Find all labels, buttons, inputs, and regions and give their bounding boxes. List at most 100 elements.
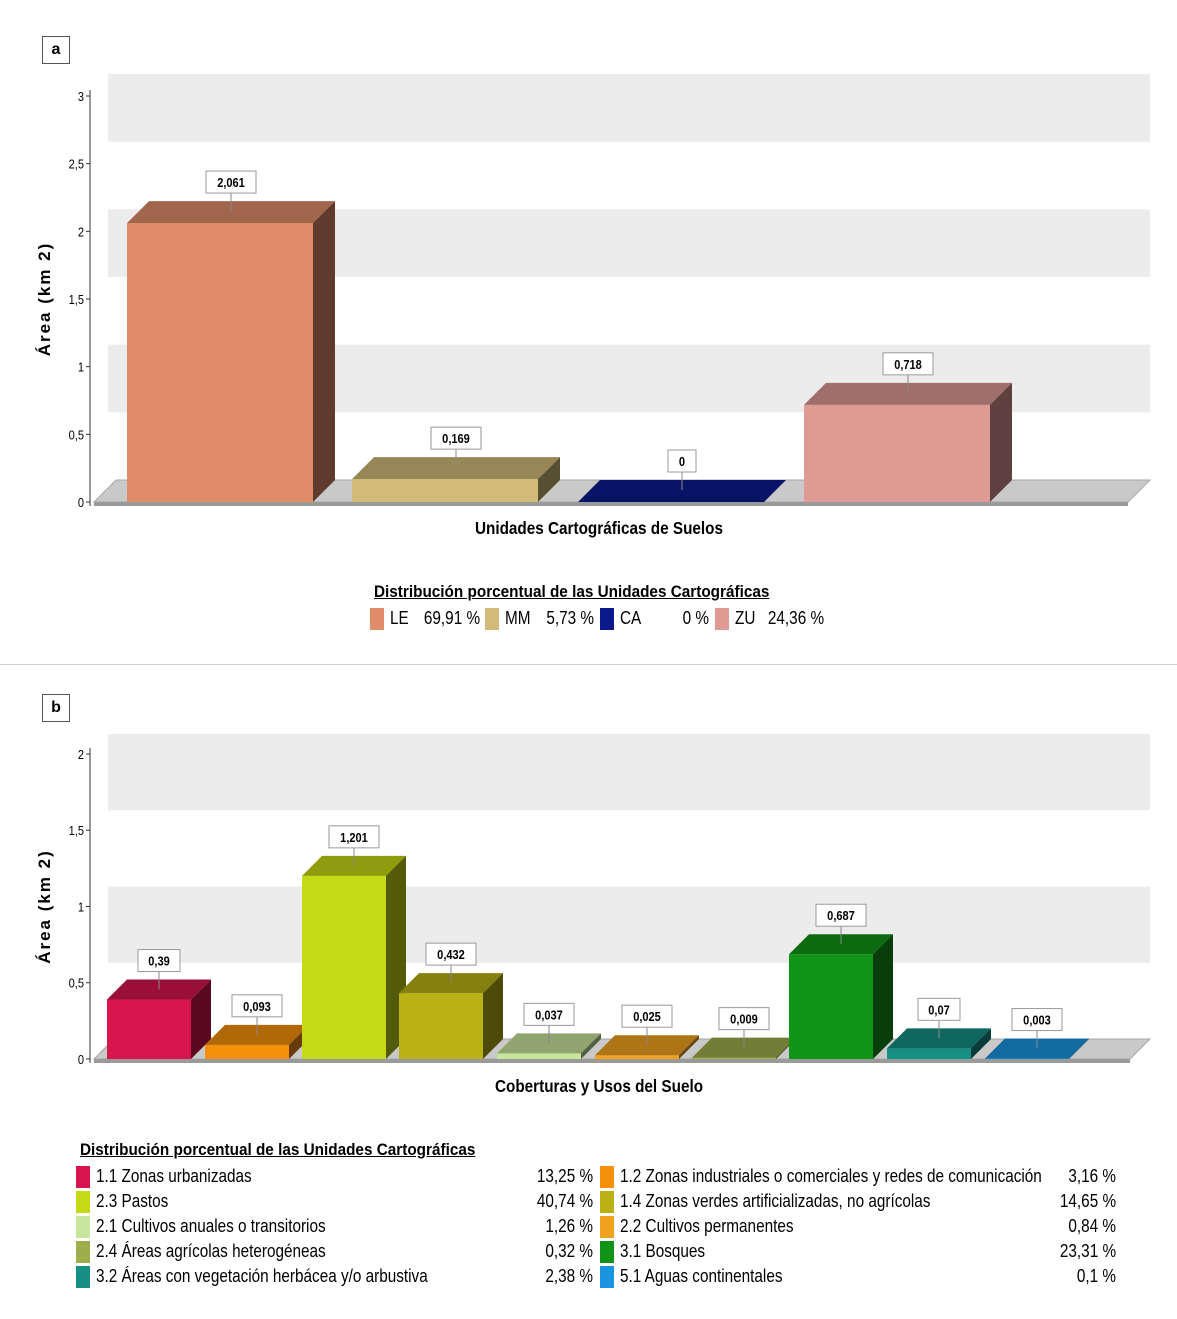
y-tick-label: 2 — [78, 747, 84, 762]
legend-label: 2.4 Áreas agrícolas heterogéneas — [96, 1241, 326, 1261]
legend-label: LE — [390, 608, 409, 628]
y-tick-label: 3 — [78, 89, 84, 104]
legend-label: 1.1 Zonas urbanizadas — [96, 1166, 252, 1186]
legend-label: CA — [620, 608, 642, 628]
bar-front — [127, 223, 313, 502]
legend-percent: 24,36 % — [767, 608, 824, 628]
bar-front — [352, 479, 538, 502]
legend-percent: 2,38 % — [545, 1266, 593, 1286]
legend-percent: 3,16 % — [1068, 1166, 1116, 1186]
y-tick-label: 1,5 — [69, 823, 85, 838]
legend-swatch — [600, 1216, 614, 1238]
legend-item-2-1: 2.1 Cultivos anuales o transitorios 1,26 … — [76, 1214, 593, 1238]
legend-label: 2.1 Cultivos anuales o transitorios — [96, 1216, 326, 1236]
data-label-box — [523, 1002, 575, 1026]
legend-swatch — [76, 1266, 90, 1288]
data-label-box — [205, 170, 257, 194]
legend-swatch — [76, 1216, 90, 1238]
bar-front — [692, 1057, 776, 1059]
bar-front — [497, 1053, 581, 1059]
legend-label: 1.2 Zonas industriales o comerciales y r… — [620, 1166, 1042, 1186]
y-tick-label: 1 — [78, 900, 84, 915]
x-axis-label: Unidades Cartográficas de Suelos — [475, 518, 723, 538]
legend-title-b: Distribución porcentual de las Unidades … — [80, 1140, 476, 1159]
data-label-box — [667, 449, 697, 473]
bar-side — [873, 934, 893, 1059]
legend-percent: 23,31 % — [1059, 1241, 1116, 1261]
legend-swatch — [485, 608, 499, 630]
legend-item-1-2: 1.2 Zonas industriales o comerciales y r… — [600, 1164, 1116, 1188]
bar-front — [804, 404, 990, 502]
legend-percent: 5,73 % — [546, 608, 594, 628]
data-label-box — [231, 994, 283, 1018]
bar-top — [107, 979, 211, 1000]
data-label: 0,169 — [442, 431, 470, 446]
data-label: 0,003 — [1023, 1013, 1051, 1028]
legend-item-3-2: 3.2 Áreas con vegetación herbácea y/o ar… — [76, 1264, 593, 1288]
data-label-box — [425, 942, 477, 966]
y-tick-label: 0 — [78, 1052, 84, 1067]
legend-title-a: Distribución porcentual de las Unidades … — [374, 582, 770, 601]
legend-percent: 1,26 % — [545, 1216, 593, 1236]
legend-percent: 13,25 % — [536, 1166, 593, 1186]
legend-item-2-4: 2.4 Áreas agrícolas heterogéneas 0,32 % — [76, 1239, 593, 1263]
y-tick-label: 0,5 — [69, 976, 85, 991]
grid-band — [108, 886, 1150, 963]
legend-item-1-4: 1.4 Zonas verdes artificializadas, no ag… — [600, 1189, 1116, 1213]
bar-top — [302, 855, 406, 876]
y-axis-label: Área (km 2) — [35, 242, 54, 357]
data-label: 0,037 — [535, 1008, 563, 1023]
y-tick-label: 1,5 — [69, 292, 85, 307]
data-label: 0 — [679, 454, 685, 469]
data-label: 0,39 — [148, 954, 170, 969]
data-label-box — [917, 997, 961, 1021]
bar-front — [205, 1044, 289, 1059]
legend-label: ZU — [735, 608, 756, 628]
data-label-box — [430, 426, 482, 450]
legend-percent: 0,32 % — [545, 1241, 593, 1261]
data-label: 2,061 — [217, 175, 245, 190]
panel-label-b: b — [42, 694, 70, 722]
chart-floor-edge — [94, 502, 1128, 506]
bar-chart-b: 0 0,5 1 1,5 2 Área (km 2) 0,39 0,093 1,201 0,432 0… — [35, 734, 1152, 1096]
legend-swatch — [600, 1166, 614, 1188]
y-tick-label: 2 — [78, 224, 84, 239]
legend-swatch — [600, 1266, 614, 1288]
bar-front — [789, 954, 873, 1059]
bar-top — [352, 457, 560, 480]
legend-swatch — [76, 1166, 90, 1188]
data-label-box — [621, 1004, 673, 1028]
legend-item-ca: CA 0 % — [600, 606, 709, 630]
bar-side — [971, 1028, 991, 1059]
data-label: 0,432 — [437, 947, 465, 962]
legend-swatch — [715, 608, 729, 630]
bar-front — [887, 1048, 971, 1059]
data-label-box — [1011, 1008, 1063, 1032]
legend-label: MM — [505, 608, 531, 628]
bar-side — [581, 1033, 601, 1059]
data-label: 0,718 — [894, 357, 922, 372]
bar-front — [302, 875, 386, 1059]
legend-percent: 0,84 % — [1068, 1216, 1116, 1236]
bar-top — [804, 382, 1012, 405]
data-label: 1,201 — [340, 830, 368, 845]
y-tick-label: 1 — [78, 360, 84, 375]
legend-percent: 0 % — [682, 608, 709, 628]
bar-front — [107, 999, 191, 1059]
legend-item-3-1: 3.1 Bosques 23,31 % — [600, 1239, 1116, 1263]
data-label-box — [718, 1007, 770, 1031]
legend-label: 2.2 Cultivos permanentes — [620, 1216, 794, 1236]
chart-panel-a: a 0 0,5 1 1,5 2 2,5 3 Área (km 2) 2,061 0,169 0 0,7… — [35, 36, 1152, 630]
legend-label: 1.4 Zonas verdes artificializadas, no ag… — [620, 1191, 931, 1211]
chart-panel-b: b 0 0,5 1 1,5 2 Área (km 2) 0,39 0,093 1,201 0,43… — [0, 668, 1177, 1319]
legend-percent: 0,1 % — [1076, 1266, 1116, 1286]
legend-label: 5.1 Aguas continentales — [620, 1266, 783, 1286]
bar-chart-a: 0 0,5 1 1,5 2 2,5 3 Área (km 2) 2,061 0,169 0 0,718… — [35, 74, 1152, 538]
data-label-box — [815, 903, 867, 927]
data-label: 0,025 — [633, 1009, 661, 1024]
legend-item-zu: ZU 24,36 % — [715, 606, 824, 630]
legend-swatch — [600, 1191, 614, 1213]
legend-item-le: LE 69,91 % — [370, 606, 480, 630]
bar-side — [538, 457, 560, 502]
data-label: 0,093 — [243, 999, 271, 1014]
